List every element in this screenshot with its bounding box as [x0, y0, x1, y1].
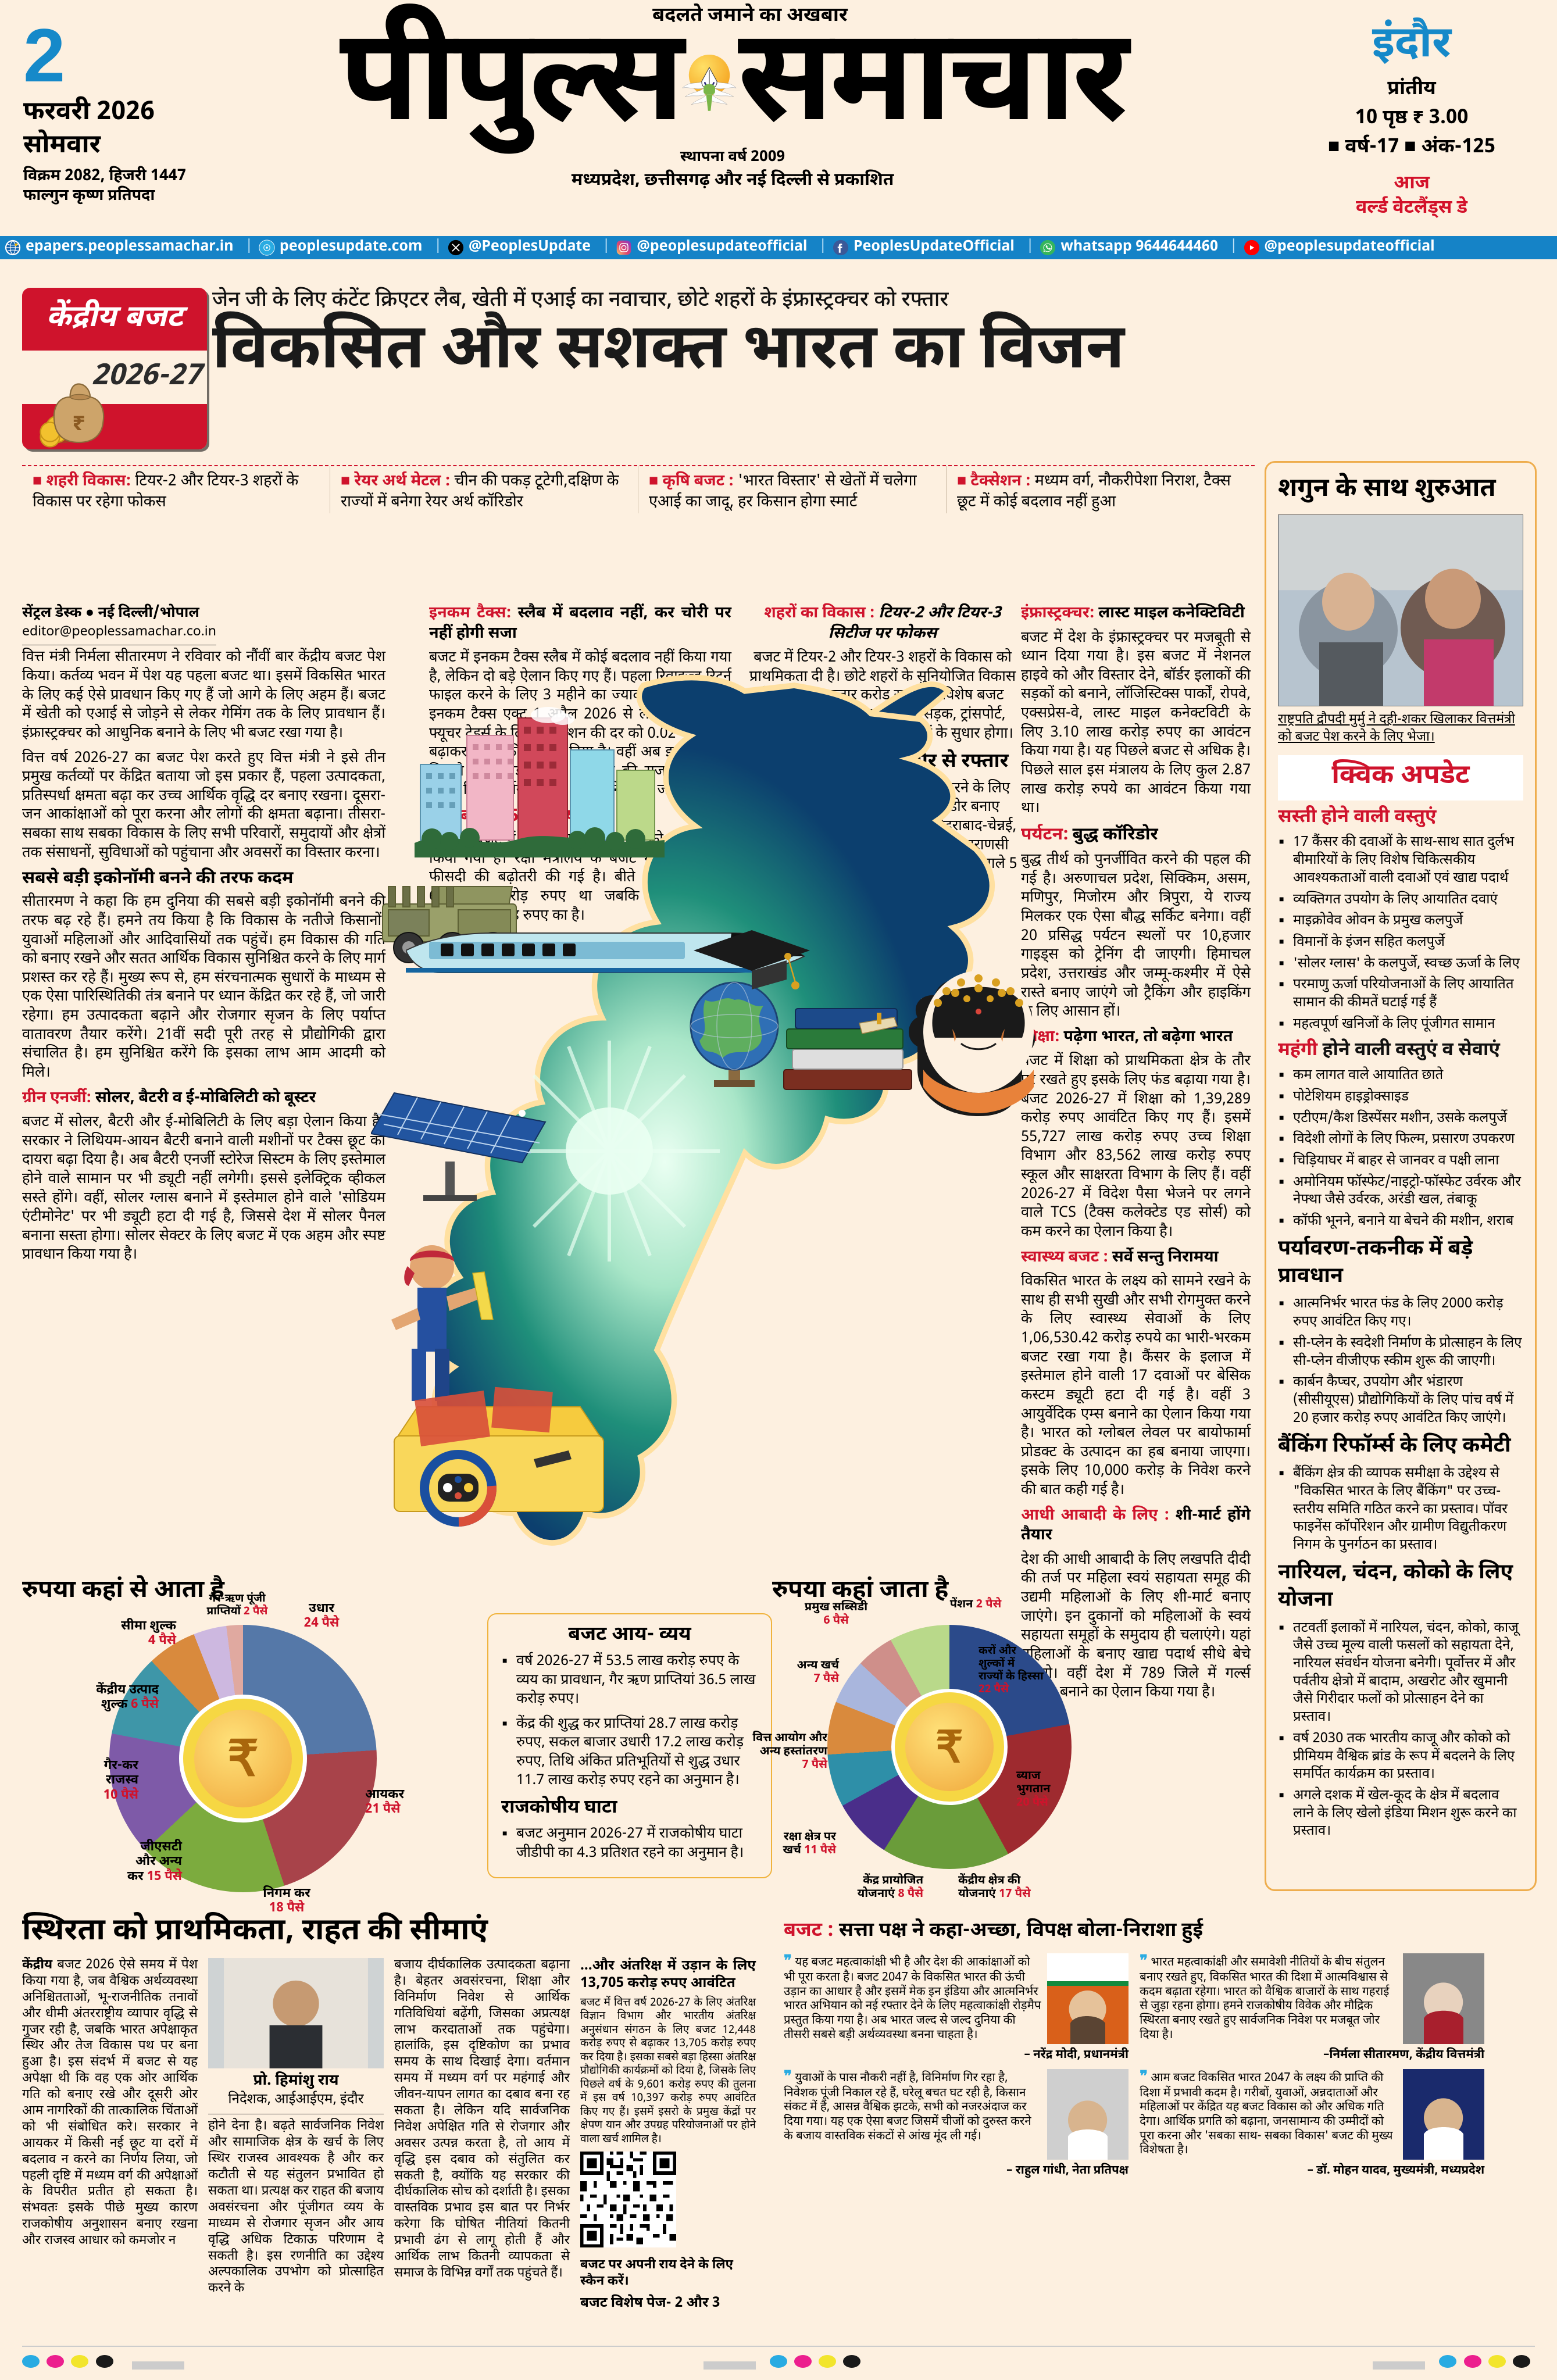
- svg-text:₹: ₹: [72, 410, 85, 439]
